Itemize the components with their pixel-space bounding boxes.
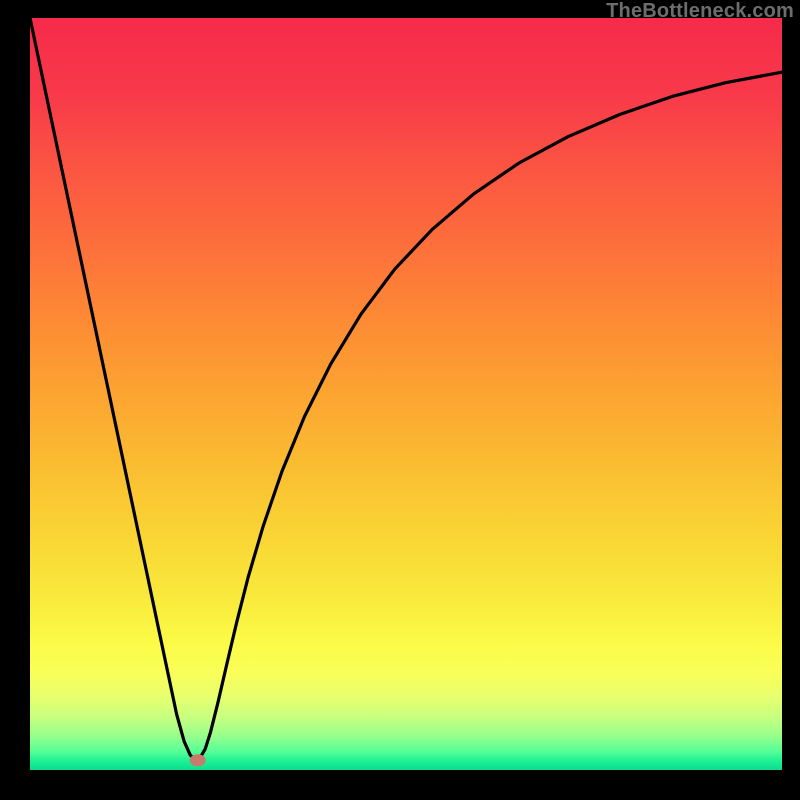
optimal-point-marker (190, 754, 206, 766)
bottleneck-curve (30, 18, 782, 770)
chart-frame: { "watermark": { "text": "TheBottleneck.… (0, 0, 800, 800)
plot-area (30, 18, 782, 770)
watermark-text: TheBottleneck.com (606, 0, 794, 23)
